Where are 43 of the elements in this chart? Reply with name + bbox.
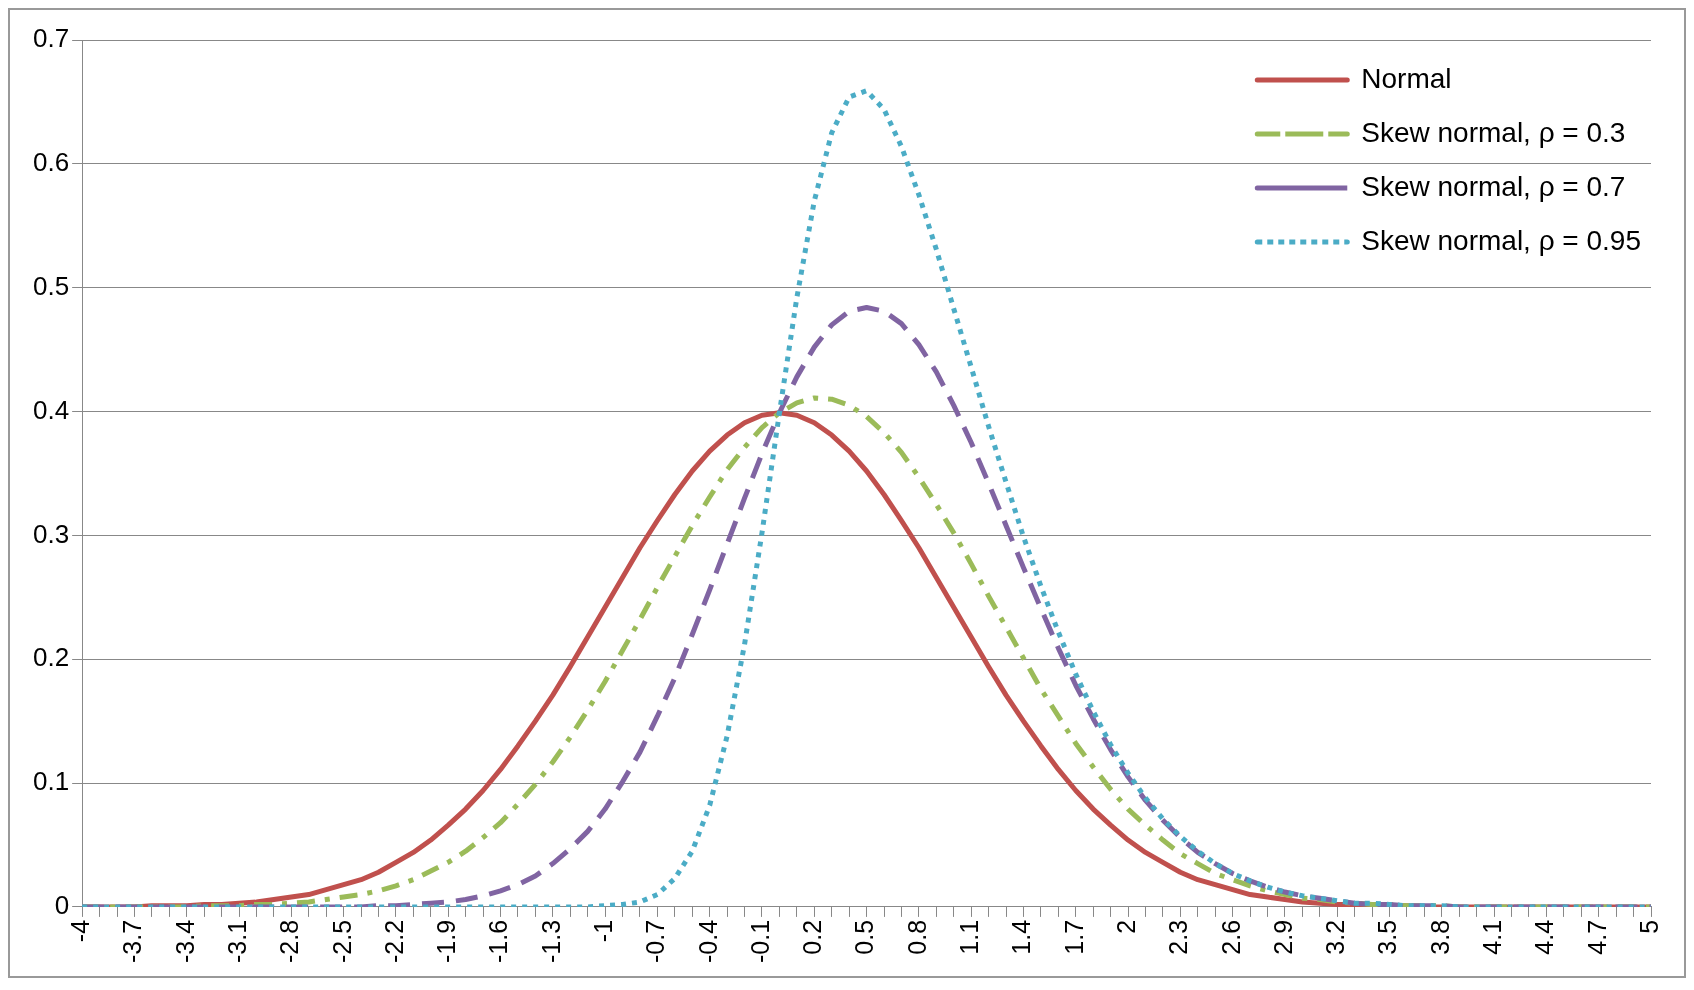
- x-tick-label: -0.4: [693, 919, 722, 964]
- legend-label: Skew normal, ρ = 0.95: [1361, 224, 1642, 256]
- x-tick-label: -3.1: [222, 919, 251, 964]
- x-tick-label: -2.5: [327, 919, 356, 964]
- y-tick-label: 0.3: [32, 518, 70, 549]
- x-tick-label: -0.1: [745, 919, 774, 964]
- x-tick-label: -1: [588, 919, 617, 943]
- x-tick-label: -3.7: [118, 919, 147, 964]
- x-tick-label: -0.7: [641, 919, 670, 964]
- x-tick-label: -1.3: [536, 919, 565, 964]
- x-tick-label: 2.6: [1216, 919, 1245, 955]
- x-tick-label: 5: [1634, 919, 1663, 934]
- legend-label: Skew normal, ρ = 0.7: [1361, 170, 1626, 202]
- x-tick-label: 0.2: [798, 919, 827, 955]
- x-tick-label: 3.5: [1373, 919, 1402, 955]
- y-tick-label: 0.6: [32, 147, 70, 178]
- y-tick-label: 0.5: [32, 270, 70, 301]
- x-tick-label: 0.8: [902, 919, 931, 955]
- x-tick-label: 0.5: [850, 919, 879, 955]
- y-tick-label: 0.1: [32, 766, 70, 797]
- x-tick-label: 4.7: [1582, 919, 1611, 955]
- x-tick-label: -2.2: [379, 919, 408, 964]
- x-tick-label: -1.9: [432, 919, 461, 964]
- y-tick-label: 0.2: [32, 642, 70, 673]
- y-tick-label: 0.7: [32, 23, 70, 54]
- y-tick-label: 0.4: [32, 394, 70, 425]
- x-tick-label: -3.4: [170, 919, 199, 964]
- legend-label: Normal: [1361, 62, 1452, 94]
- x-tick-label: 2.9: [1268, 919, 1297, 955]
- legend-label: Skew normal, ρ = 0.3: [1361, 116, 1626, 148]
- x-tick-label: 3.8: [1425, 919, 1454, 955]
- x-tick-label: 4.4: [1530, 919, 1559, 955]
- x-tick-label: 4.1: [1478, 919, 1507, 955]
- x-tick-label: 3.2: [1321, 919, 1350, 955]
- x-tick-label: 2.3: [1164, 919, 1193, 955]
- x-tick-label: -4: [66, 919, 95, 943]
- y-tick-label: 0: [54, 890, 70, 921]
- x-tick-label: 1.1: [955, 919, 984, 955]
- x-tick-label: -1.6: [484, 919, 513, 964]
- x-tick-label: -2.8: [275, 919, 304, 964]
- x-tick-label: 1.4: [1007, 919, 1036, 955]
- x-tick-label: 2: [1111, 919, 1140, 934]
- x-tick-label: 1.7: [1059, 919, 1088, 955]
